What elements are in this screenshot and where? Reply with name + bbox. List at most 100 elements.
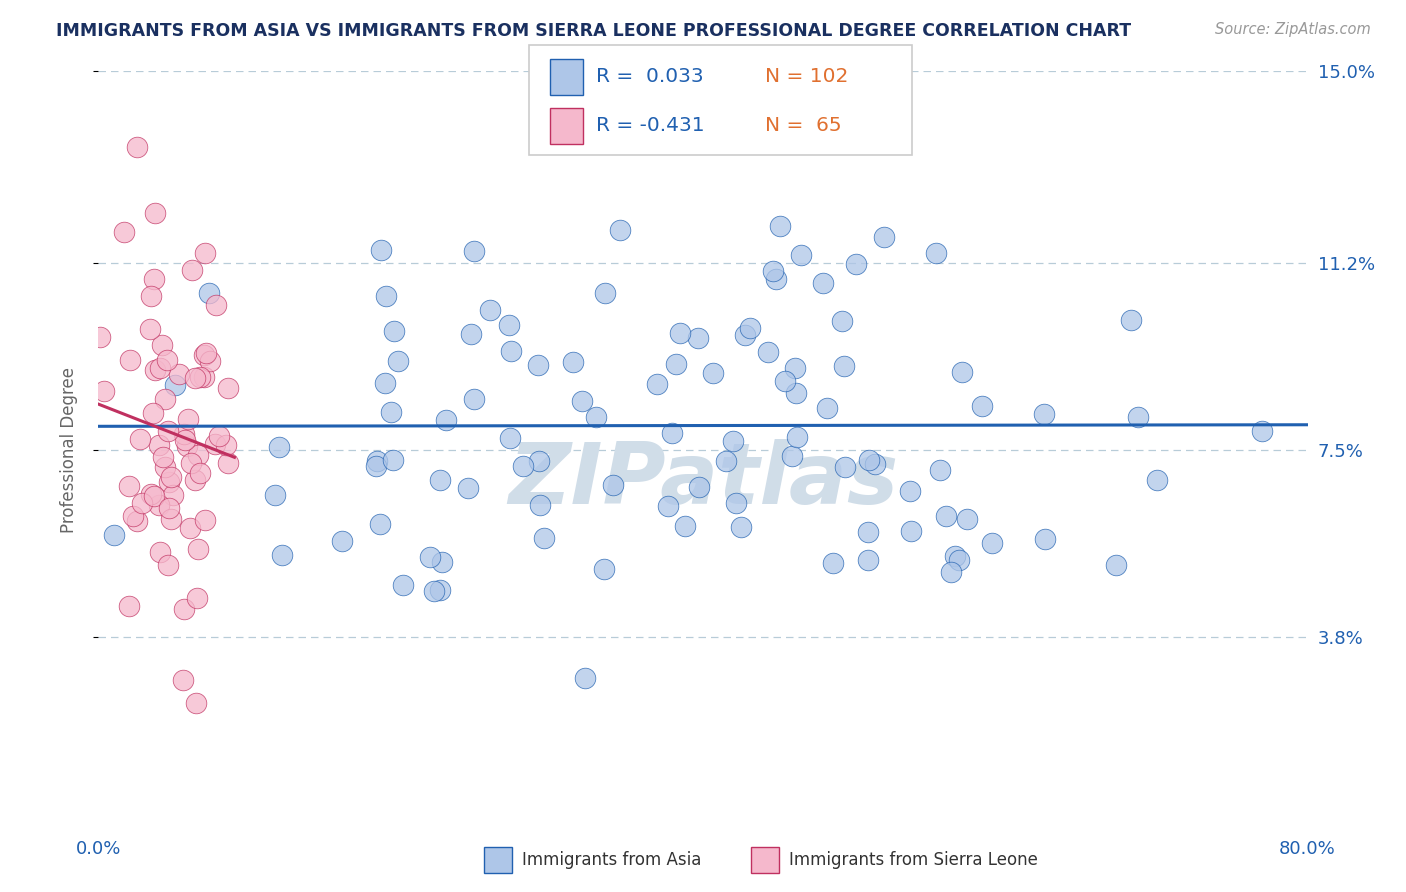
Immigrants from Asia: [512, 459, 534, 474]
Immigrants from Sierra Leone: [112, 225, 135, 239]
Immigrants from Asia: [434, 413, 457, 427]
Immigrants from Asia: [382, 324, 405, 338]
Immigrants from Asia: [574, 671, 596, 685]
Immigrants from Sierra Leone: [173, 427, 195, 442]
Immigrants from Asia: [382, 452, 405, 467]
Immigrants from Asia: [655, 115, 678, 129]
Immigrants from Asia: [370, 244, 392, 258]
Immigrants from Asia: [943, 549, 966, 563]
Immigrants from Sierra Leone: [187, 542, 209, 557]
Immigrants from Asia: [380, 405, 402, 419]
Immigrants from Sierra Leone: [208, 429, 231, 443]
Immigrants from Sierra Leone: [176, 439, 198, 453]
Immigrants from Asia: [1033, 533, 1056, 547]
Immigrants from Asia: [972, 400, 994, 414]
Immigrants from Asia: [669, 326, 692, 340]
Text: Immigrants from Asia: Immigrants from Asia: [522, 851, 702, 869]
Immigrants from Asia: [898, 484, 921, 499]
Immigrants from Sierra Leone: [155, 392, 177, 406]
Immigrants from Sierra Leone: [121, 509, 143, 524]
Immigrants from Asia: [1146, 474, 1168, 488]
Immigrants from Asia: [270, 548, 292, 562]
Immigrants from Sierra Leone: [142, 406, 165, 420]
Immigrants from Asia: [948, 553, 970, 567]
Immigrants from Sierra Leone: [195, 346, 218, 360]
Immigrants from Asia: [702, 366, 724, 380]
Immigrants from Asia: [780, 450, 803, 464]
Immigrants from Asia: [783, 361, 806, 376]
Immigrants from Asia: [929, 463, 952, 477]
Immigrants from Asia: [730, 520, 752, 534]
Immigrants from Sierra Leone: [118, 599, 141, 613]
Immigrants from Asia: [364, 459, 387, 474]
Immigrants from Asia: [873, 230, 896, 244]
Immigrants from Sierra Leone: [193, 369, 215, 384]
Immigrants from Asia: [834, 460, 856, 475]
Immigrants from Sierra Leone: [188, 369, 211, 384]
Immigrants from Asia: [419, 549, 441, 564]
Immigrants from Sierra Leone: [187, 448, 209, 462]
Immigrants from Sierra Leone: [148, 437, 170, 451]
Immigrants from Sierra Leone: [217, 381, 239, 395]
Immigrants from Sierra Leone: [148, 498, 170, 512]
Immigrants from Asia: [330, 534, 353, 549]
Immigrants from Asia: [527, 358, 550, 372]
Immigrants from Asia: [661, 425, 683, 440]
Text: IMMIGRANTS FROM ASIA VS IMMIGRANTS FROM SIERRA LEONE PROFESSIONAL DEGREE CORRELA: IMMIGRANTS FROM ASIA VS IMMIGRANTS FROM …: [56, 22, 1132, 40]
Immigrants from Asia: [773, 374, 796, 388]
Immigrants from Sierra Leone: [167, 367, 190, 381]
Immigrants from Asia: [734, 328, 756, 343]
Immigrants from Sierra Leone: [152, 450, 174, 464]
Immigrants from Asia: [1033, 408, 1056, 422]
Immigrants from Asia: [688, 480, 710, 494]
Immigrants from Sierra Leone: [160, 512, 183, 526]
Immigrants from Asia: [609, 223, 631, 237]
Immigrants from Sierra Leone: [143, 363, 166, 377]
Immigrants from Sierra Leone: [139, 487, 162, 501]
Immigrants from Sierra Leone: [194, 513, 217, 527]
Immigrants from Asia: [595, 286, 617, 301]
Immigrants from Sierra Leone: [157, 500, 180, 515]
Immigrants from Asia: [197, 285, 219, 300]
Immigrants from Asia: [585, 410, 607, 425]
Immigrants from Sierra Leone: [156, 352, 179, 367]
Immigrants from Sierra Leone: [127, 140, 149, 154]
Immigrants from Sierra Leone: [215, 438, 238, 452]
Immigrants from Sierra Leone: [156, 558, 179, 572]
Immigrants from Asia: [269, 441, 291, 455]
Immigrants from Asia: [785, 386, 807, 401]
Immigrants from Sierra Leone: [160, 470, 183, 484]
Immigrants from Asia: [664, 357, 686, 371]
Immigrants from Asia: [856, 553, 879, 567]
Immigrants from Asia: [499, 431, 522, 445]
Immigrants from Asia: [370, 517, 392, 532]
Immigrants from Asia: [163, 378, 186, 392]
Immigrants from Sierra Leone: [186, 591, 208, 606]
Immigrants from Asia: [956, 512, 979, 526]
Immigrants from Asia: [103, 528, 125, 542]
Immigrants from Asia: [387, 354, 409, 368]
Immigrants from Asia: [374, 376, 396, 390]
Immigrants from Asia: [571, 393, 593, 408]
Immigrants from Sierra Leone: [149, 360, 172, 375]
Immigrants from Asia: [845, 257, 868, 271]
Immigrants from Sierra Leone: [204, 437, 226, 451]
Immigrants from Sierra Leone: [190, 467, 212, 481]
Immigrants from Asia: [366, 454, 388, 468]
Immigrants from Sierra Leone: [172, 673, 194, 688]
Immigrants from Asia: [858, 525, 880, 540]
Immigrants from Sierra Leone: [93, 384, 115, 398]
Immigrants from Asia: [463, 392, 485, 407]
Immigrants from Asia: [1105, 558, 1128, 572]
Immigrants from Sierra Leone: [131, 496, 153, 510]
Immigrants from Sierra Leone: [183, 473, 205, 487]
Immigrants from Asia: [935, 508, 957, 523]
Immigrants from Asia: [457, 481, 479, 495]
Immigrants from Asia: [823, 556, 845, 570]
Text: N =  65: N = 65: [765, 116, 842, 136]
Immigrants from Sierra Leone: [143, 489, 166, 503]
Immigrants from Asia: [950, 365, 973, 379]
Immigrants from Sierra Leone: [143, 206, 166, 220]
Immigrants from Asia: [790, 248, 813, 262]
Immigrants from Asia: [392, 578, 415, 592]
